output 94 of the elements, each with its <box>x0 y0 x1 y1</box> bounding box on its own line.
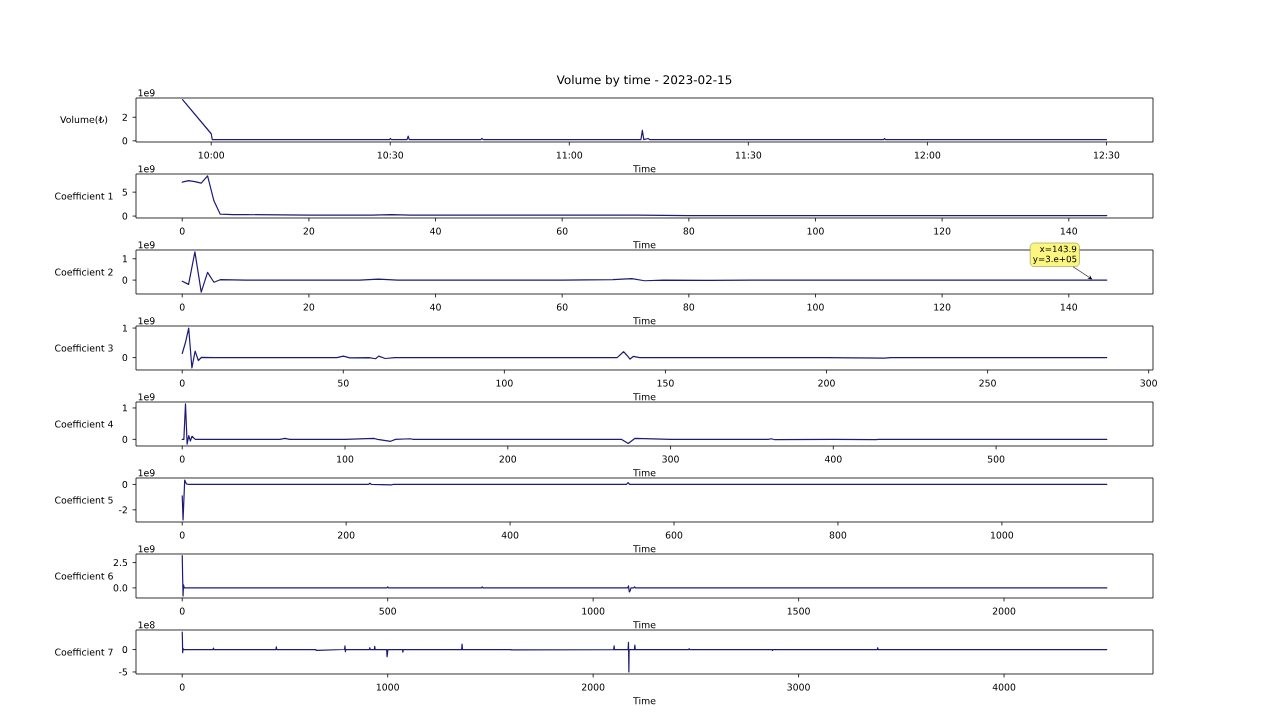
y-tick-label: 0.0 <box>113 584 128 592</box>
y-tick-label: 5 <box>122 188 128 196</box>
y-tick-label: 1 <box>122 324 127 332</box>
x-tick-label: 12:30 <box>1094 151 1120 159</box>
x-tick-label: 10:30 <box>377 151 404 159</box>
x-tick-label: 0 <box>179 379 185 387</box>
x-tick-label: 3000 <box>787 683 810 691</box>
x-axis-title: Time <box>633 621 656 629</box>
x-tick-label: 1000 <box>582 607 605 615</box>
y-axis-title: Coefficient 5 <box>55 496 113 504</box>
y-axis-title: Coefficient 7 <box>55 648 113 656</box>
y-axis-title: Coefficient 6 <box>55 572 113 580</box>
y-axis-title: Volume(₺) <box>60 115 108 125</box>
x-tick-label: 2000 <box>992 607 1016 615</box>
x-tick-label: 1000 <box>376 683 399 691</box>
x-tick-label: 800 <box>829 531 847 539</box>
text: 1e8 <box>138 621 155 629</box>
line-series <box>181 631 1108 673</box>
chart-title: Volume by time - 2023-02-15 <box>556 75 732 87</box>
x-tick-label: 40 <box>430 227 441 235</box>
x-tick-label: 400 <box>824 455 842 463</box>
x-tick-label: 0 <box>179 607 185 615</box>
y-tick-label: 0 <box>122 646 128 654</box>
x-tick-label: 600 <box>665 531 683 539</box>
y-tick-label: 1 <box>122 404 127 412</box>
x-axis-title: Time <box>633 469 656 477</box>
y-tick-label: 0 <box>122 354 128 362</box>
x-tick-label: 4000 <box>992 683 1016 691</box>
x-axis-title: Time <box>633 393 656 401</box>
x-tick-label: 40 <box>430 303 441 311</box>
y-tick-label: -5 <box>118 668 128 676</box>
text: 1e9 <box>138 469 155 477</box>
x-tick-label: 100 <box>337 455 354 463</box>
x-tick-label: 120 <box>934 303 951 311</box>
x-tick-label: 80 <box>683 303 695 311</box>
x-axis-title: Time <box>633 545 656 553</box>
x-tick-label: 120 <box>934 227 951 235</box>
annotation: x=143.9 y=3.e+05 <box>1033 245 1077 264</box>
x-tick-label: 250 <box>979 379 996 387</box>
x-tick-label: 500 <box>987 455 1005 463</box>
x-tick-label: 60 <box>556 303 568 311</box>
x-axis-title: Time <box>633 317 656 325</box>
x-tick-label: 1500 <box>787 607 810 615</box>
y-tick-label: 0 <box>122 212 128 220</box>
text: 1e9 <box>138 393 155 401</box>
x-tick-label: 1000 <box>991 531 1014 539</box>
x-tick-label: 0 <box>179 455 185 463</box>
x-axis-title: Time <box>633 241 656 249</box>
x-tick-label: 11:00 <box>556 151 583 159</box>
x-tick-label: 20 <box>303 303 315 311</box>
x-axis-title: Time <box>633 697 656 705</box>
y-axis-title: Coefficient 4 <box>55 420 113 428</box>
x-tick-label: 200 <box>337 531 355 539</box>
y-tick-label: 0 <box>122 276 128 284</box>
text: 1e9 <box>138 165 155 173</box>
y-axis-title: Coefficient 1 <box>55 192 113 200</box>
text: 1e9 <box>138 89 155 97</box>
text: 1e9 <box>138 241 155 249</box>
x-tick-label: 100 <box>807 227 824 235</box>
y-tick-label: 0 <box>122 435 128 443</box>
x-tick-label: 80 <box>683 227 695 235</box>
x-tick-label: 300 <box>662 455 679 463</box>
y-tick-label: 2.5 <box>113 559 128 567</box>
x-tick-label: 20 <box>303 227 315 235</box>
x-tick-label: 140 <box>1060 303 1078 311</box>
x-tick-label: 60 <box>556 227 568 235</box>
x-tick-label: 300 <box>1140 379 1157 387</box>
x-tick-label: 200 <box>499 455 517 463</box>
x-tick-label: 10:00 <box>198 151 225 159</box>
x-tick-label: 2000 <box>581 683 605 691</box>
x-tick-label: 50 <box>338 379 349 387</box>
x-tick-label: 150 <box>657 379 674 387</box>
x-tick-label: 200 <box>818 379 835 387</box>
x-tick-label: 0 <box>179 303 185 311</box>
x-tick-label: 0 <box>179 531 185 539</box>
y-axis-title: Coefficient 3 <box>55 344 113 352</box>
y-tick-label: -2 <box>118 506 127 514</box>
x-tick-label: 400 <box>501 531 519 539</box>
y-tick-label: 0 <box>122 480 128 488</box>
x-tick-label: 0 <box>179 227 185 235</box>
x-axis-title: Time <box>633 165 656 173</box>
x-tick-label: 11:30 <box>735 151 762 159</box>
y-tick-label: 2 <box>122 113 127 121</box>
text: 1e9 <box>138 317 155 325</box>
x-tick-label: 100 <box>807 303 824 311</box>
y-tick-label: 1 <box>122 255 127 263</box>
x-tick-label: 100 <box>496 379 513 387</box>
y-tick-label: 0 <box>122 137 128 145</box>
x-tick-label: 140 <box>1060 227 1078 235</box>
x-tick-label: 12:00 <box>914 151 941 159</box>
text: 1e9 <box>138 545 155 553</box>
x-tick-label: 0 <box>179 683 185 691</box>
y-axis-title: Coefficient 2 <box>55 268 113 276</box>
x-tick-label: 500 <box>379 607 396 615</box>
